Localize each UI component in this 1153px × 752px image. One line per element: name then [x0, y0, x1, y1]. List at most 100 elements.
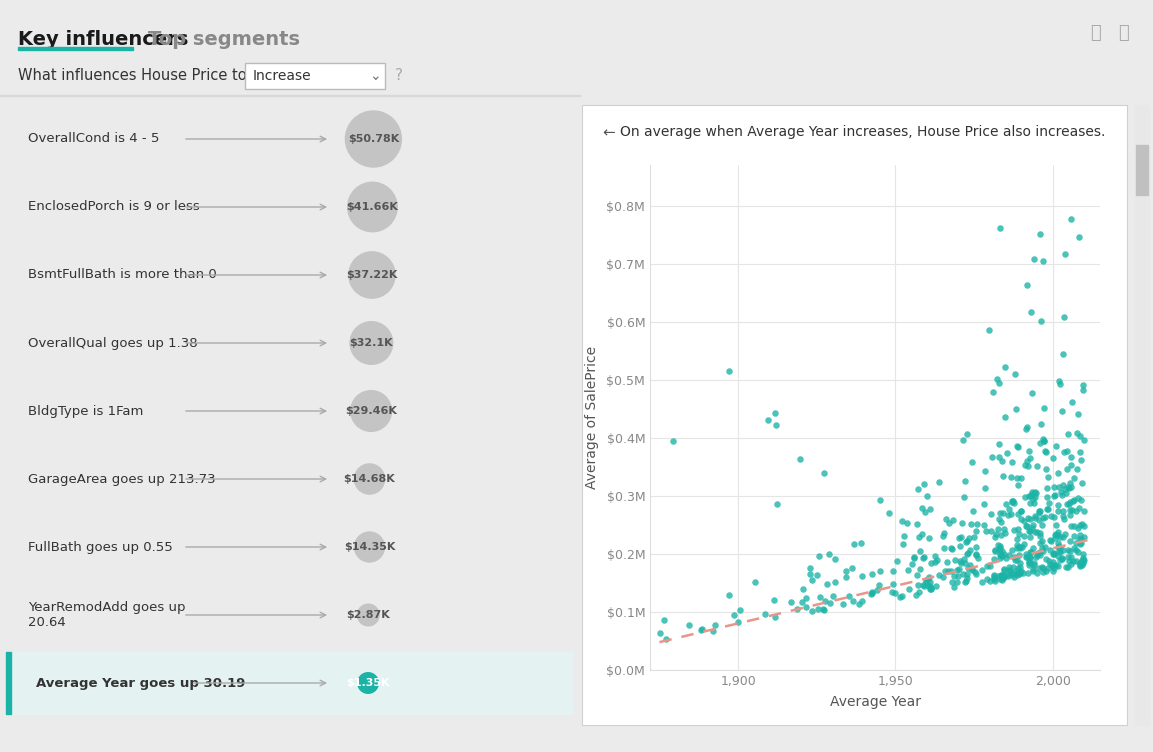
Point: [1072, 495, 1091, 507]
Circle shape: [357, 604, 379, 626]
Point: [989, 539, 1008, 551]
Point: [1005, 571, 1024, 583]
Point: [1070, 502, 1088, 514]
Point: [1022, 547, 1040, 559]
Point: [680, 619, 699, 631]
Point: [956, 575, 974, 587]
Point: [985, 570, 1003, 582]
Point: [888, 555, 906, 567]
Point: [992, 542, 1010, 554]
Point: [1075, 557, 1093, 569]
Point: [1037, 565, 1055, 577]
Point: [1061, 496, 1079, 508]
Point: [1034, 433, 1053, 445]
Point: [1054, 479, 1072, 491]
Text: $29.46K: $29.46K: [345, 406, 397, 416]
Point: [995, 563, 1013, 575]
Point: [808, 603, 827, 615]
Point: [1047, 528, 1065, 540]
Point: [907, 589, 926, 601]
Point: [935, 527, 954, 539]
Point: [962, 517, 980, 529]
Point: [1055, 446, 1073, 458]
Point: [1001, 565, 1019, 577]
Point: [994, 564, 1012, 576]
Point: [919, 573, 937, 585]
Point: [1034, 402, 1053, 414]
Point: [1071, 533, 1090, 545]
Point: [1056, 484, 1075, 496]
FancyBboxPatch shape: [244, 63, 385, 89]
Bar: [6, 653, 572, 714]
Point: [759, 414, 777, 426]
Text: BldgType is 1Fam: BldgType is 1Fam: [28, 405, 143, 417]
Point: [1024, 559, 1042, 572]
Text: 🖓: 🖓: [1118, 24, 1129, 42]
Point: [1008, 553, 1026, 566]
Point: [1052, 487, 1070, 499]
Point: [1075, 434, 1093, 446]
Point: [996, 362, 1015, 374]
Point: [1045, 562, 1063, 575]
Point: [1018, 568, 1037, 580]
Point: [967, 526, 986, 538]
Point: [1030, 505, 1048, 517]
Point: [1004, 561, 1023, 573]
Point: [1070, 529, 1088, 541]
Text: Top segments: Top segments: [148, 30, 300, 49]
Point: [1009, 523, 1027, 535]
Point: [1008, 440, 1026, 452]
Point: [1030, 508, 1048, 520]
Point: [1027, 549, 1046, 561]
Point: [980, 324, 998, 336]
Point: [1015, 515, 1033, 527]
Point: [1071, 557, 1090, 569]
Point: [1032, 418, 1050, 430]
Point: [1023, 387, 1041, 399]
Text: 🖒: 🖒: [1090, 24, 1101, 42]
Point: [1072, 537, 1091, 549]
Point: [927, 581, 945, 593]
Point: [884, 565, 903, 577]
Point: [1000, 561, 1018, 573]
Point: [1016, 459, 1034, 472]
Point: [911, 563, 929, 575]
Point: [951, 557, 970, 569]
Point: [943, 543, 962, 555]
Point: [1053, 489, 1071, 501]
Point: [917, 574, 935, 586]
Point: [1046, 529, 1064, 541]
Point: [990, 438, 1009, 450]
Point: [782, 596, 800, 608]
Point: [986, 544, 1004, 556]
Point: [1062, 450, 1080, 462]
Point: [993, 455, 1011, 467]
Point: [1020, 557, 1039, 569]
Point: [954, 434, 972, 446]
Point: [939, 565, 957, 577]
Point: [994, 471, 1012, 483]
Point: [1000, 564, 1018, 576]
Point: [791, 453, 809, 465]
Point: [1045, 490, 1063, 502]
Point: [1017, 520, 1035, 532]
Point: [1047, 520, 1065, 532]
Point: [814, 604, 832, 616]
Point: [767, 419, 785, 431]
Point: [1073, 378, 1092, 390]
Point: [1037, 444, 1055, 456]
Point: [1039, 503, 1057, 515]
Point: [1054, 348, 1072, 360]
Point: [1037, 553, 1055, 565]
Text: Increase: Increase: [253, 69, 311, 83]
Point: [1019, 460, 1038, 472]
Point: [1060, 481, 1078, 493]
Text: BsmtFullBath is more than 0: BsmtFullBath is more than 0: [28, 268, 217, 281]
Point: [1037, 462, 1055, 475]
Point: [1067, 544, 1085, 556]
Point: [1004, 496, 1023, 508]
Point: [1064, 472, 1083, 484]
Point: [955, 553, 973, 565]
Point: [948, 563, 966, 575]
Circle shape: [357, 673, 378, 693]
